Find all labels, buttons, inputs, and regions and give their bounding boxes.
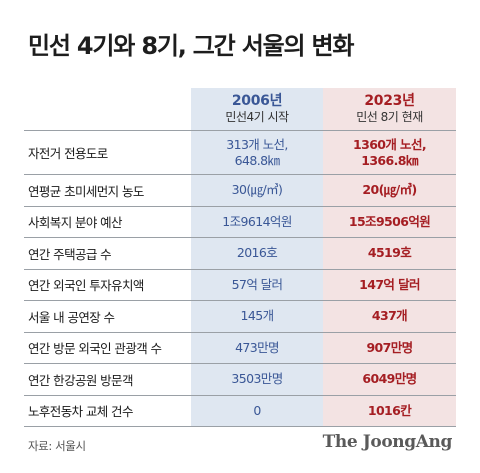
table-row: 자전거 전용도로 313개 노선, 648.8㎞ 1360개 노선, 1366.8㎞ [24,130,456,174]
brand-logo: The JoongAng [322,432,453,452]
value-2006-cell: 3503만명 [191,364,323,395]
value-2023: 907만명 [366,339,413,355]
value-2006: 30(㎍/㎥) [231,182,283,198]
value-2023: 1360개 노선, [353,136,427,152]
value-2023-cell: 6049만명 [323,364,456,395]
header-2006: 2006년 민선4기 시작 [191,88,323,130]
comparison-table: 2006년 민선4기 시작 2023년 민선 8기 현재 자전거 전용도로 313… [24,88,456,427]
value-2006-cell: 57억 달러 [191,269,323,300]
value-2006: 2016호 [236,245,278,261]
value-2006: 473만명 [235,339,279,355]
row-label: 서울 내 공연장 수 [28,309,115,325]
row-label: 연간 주택공급 수 [28,246,112,262]
value-2023: 1016칸 [367,402,412,418]
value-2006: 145개 [240,308,275,324]
value-2023-cell: 147억 달러 [323,269,456,300]
row-label: 자전거 전용도로 [28,146,108,161]
value-2006: 1조9614억원 [222,213,292,229]
row-label: 연간 한강공원 방문객 [28,372,133,388]
table-header: 2006년 민선4기 시작 2023년 민선 8기 현재 [24,88,456,130]
header-year: 2006년 [231,93,283,109]
value-2023-cell: 4519호 [323,238,456,269]
value-2006: 0 [253,402,261,418]
header-2023: 2023년 민선 8기 현재 [323,88,456,130]
value-2006-cell: 313개 노선, 648.8㎞ [191,131,323,174]
value-2006-cell: 1조9614억원 [191,206,323,237]
table-row: 연간 한강공원 방문객 3503만명 6049만명 [24,363,456,395]
header-year: 2023년 [364,93,415,109]
value-2023: 437개 [371,308,408,324]
row-label: 사회복지 분야 예산 [28,215,123,231]
value-2006-cell: 0 [191,395,323,426]
table-row: 연평균 초미세먼지 농도 30(㎍/㎥) 20(㎍/㎥) [24,174,456,206]
table-row: 노후전동차 교체 건수 0 1016칸 [24,394,456,427]
table-row: 연간 외국인 투자유치액 57억 달러 147억 달러 [24,268,456,300]
value-2023: 15조9506억원 [348,213,431,229]
value-2006: 313개 노선, [226,136,288,152]
value-2023: 147억 달러 [359,276,420,292]
value-2023: 20(㎍/㎥) [362,182,417,198]
row-label: 연간 방문 외국인 관광객 수 [28,341,162,357]
value-2023: 6049만명 [362,371,417,387]
row-label: 연평균 초미세먼지 농도 [28,183,144,199]
value-2006: 57억 달러 [231,276,283,292]
value-2006-cell: 30(㎍/㎥) [191,175,323,206]
table-row: 연간 방문 외국인 관광객 수 473만명 907만명 [24,331,456,363]
value-2023: 1366.8㎞ [361,152,418,168]
row-label: 연간 외국인 투자유치액 [28,278,144,294]
value-2023-cell: 1016칸 [323,395,456,426]
value-2006-cell: 2016호 [191,238,323,269]
header-sub: 민선4기 시작 [225,110,289,124]
value-2006: 3503만명 [231,371,283,387]
header-blank [24,88,191,130]
value-2023-cell: 437개 [323,301,456,332]
value-2023-cell: 1360개 노선, 1366.8㎞ [323,131,456,174]
value-2006: 648.8㎞ [234,152,280,168]
page-title: 민선 4기와 8기, 그간 서울의 변화 [28,32,354,60]
table-row: 연간 주택공급 수 2016호 4519호 [24,237,456,269]
value-2006-cell: 145개 [191,301,323,332]
value-2023-cell: 907만명 [323,332,456,363]
value-2023-cell: 15조9506억원 [323,206,456,237]
source-note: 자료: 서울시 [28,439,86,453]
value-2006-cell: 473만명 [191,332,323,363]
value-2023-cell: 20(㎍/㎥) [323,175,456,206]
table-row: 사회복지 분야 예산 1조9614억원 15조9506억원 [24,205,456,237]
table-row: 서울 내 공연장 수 145개 437개 [24,300,456,332]
header-sub: 민선 8기 현재 [356,110,423,124]
value-2023: 4519호 [367,245,412,261]
row-label: 노후전동차 교체 건수 [28,404,133,420]
